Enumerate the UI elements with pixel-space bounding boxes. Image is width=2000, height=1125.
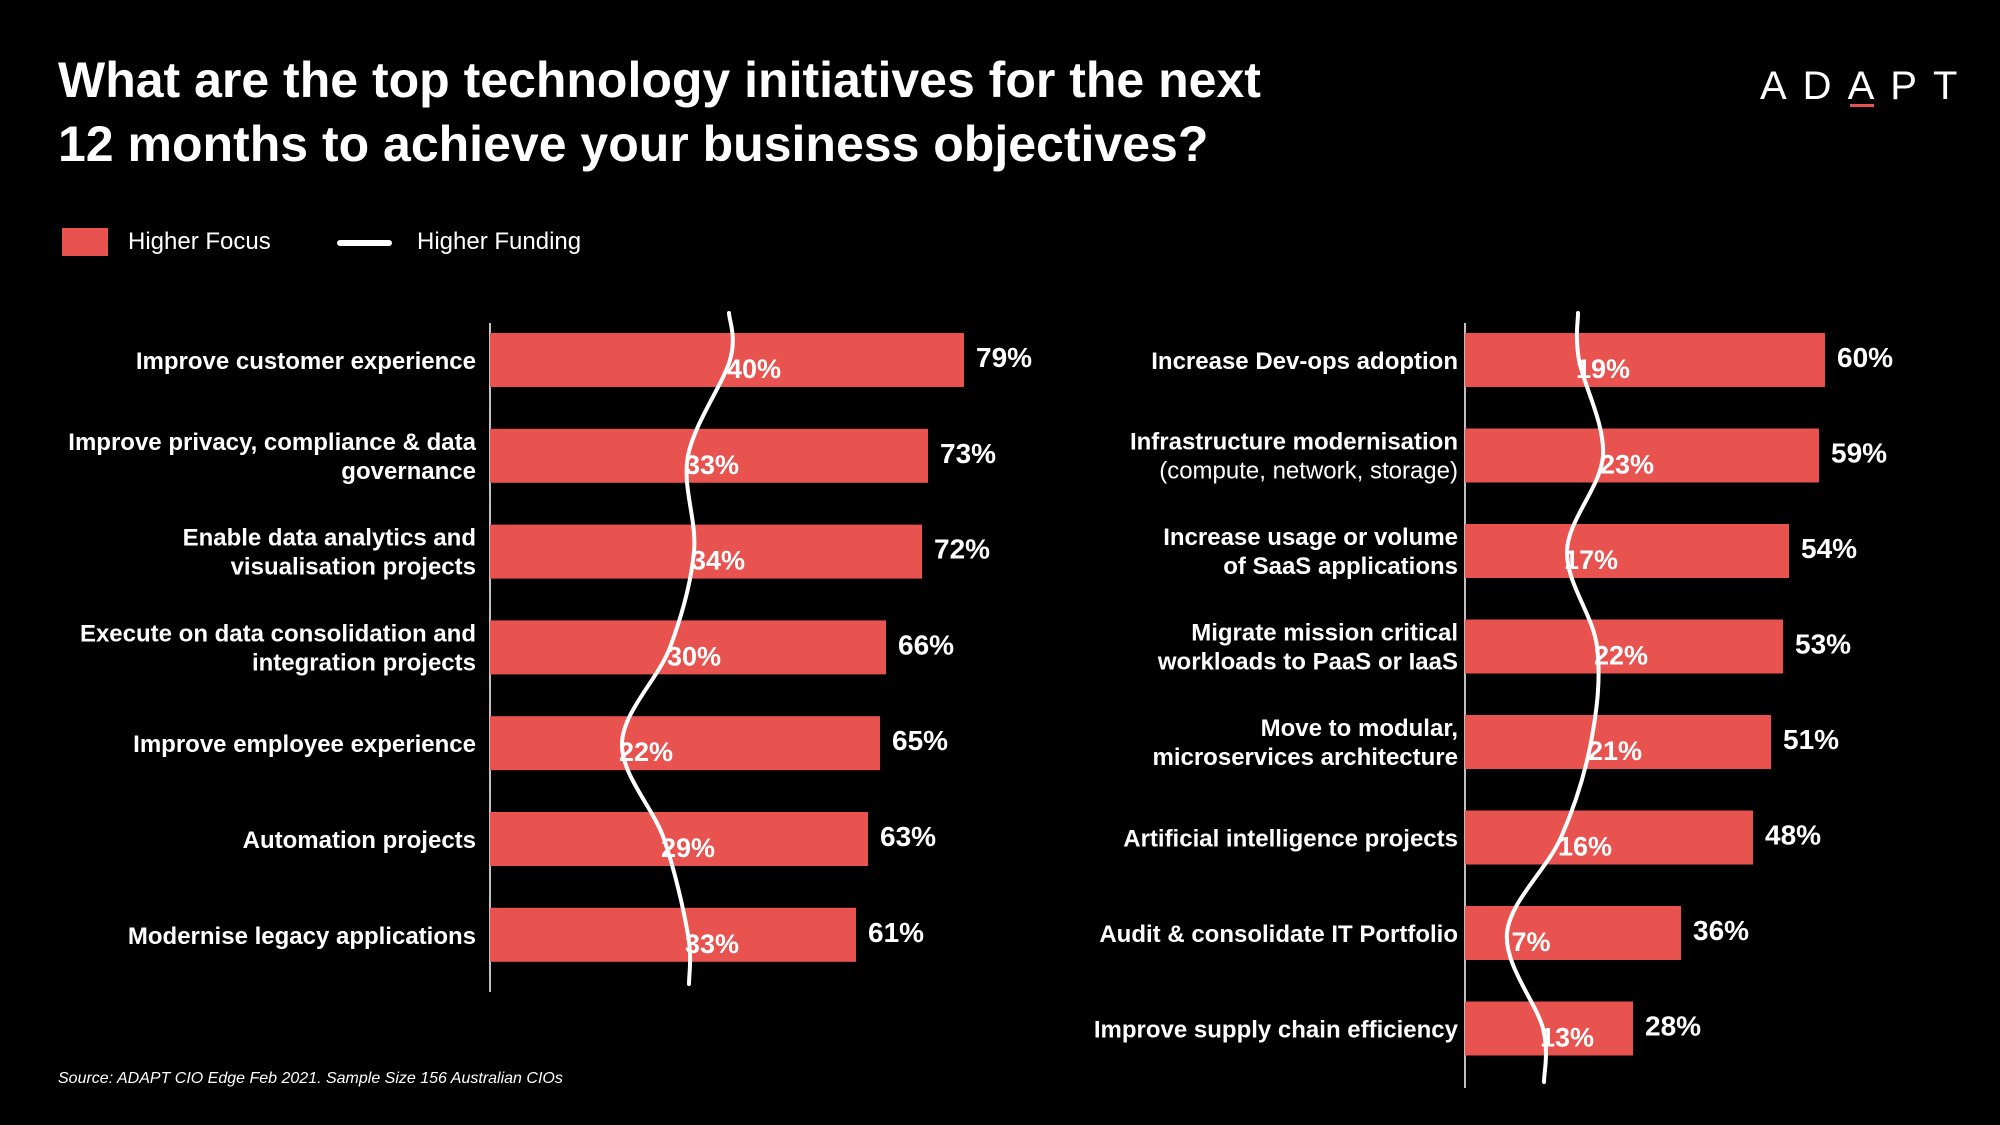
chart-2-funding-label-6: 16% bbox=[1558, 832, 1612, 862]
chart-2-funding-label-5: 21% bbox=[1588, 736, 1642, 766]
chart-2-category-label-6-line-1: Artificial intelligence projects bbox=[1123, 826, 1458, 853]
chart-2-bar-6 bbox=[1465, 810, 1753, 865]
chart-2-bar-7 bbox=[1465, 906, 1681, 960]
chart-1-category-label-2-line-1: Improve privacy, compliance & data bbox=[68, 429, 476, 456]
chart-1-category-label-3-line-1: Enable data analytics and bbox=[183, 525, 476, 552]
chart-2-category-label-4-line-2: workloads to PaaS or IaaS bbox=[1157, 649, 1458, 676]
chart-1-bar-5 bbox=[490, 716, 880, 771]
chart-1-category-label-6-line-1: Automation projects bbox=[243, 827, 476, 854]
chart-2-focus-label-7: 36% bbox=[1693, 915, 1749, 946]
legend-label-focus: Higher Focus bbox=[128, 228, 271, 255]
chart-2-category-label-1-line-1: Increase Dev-ops adoption bbox=[1151, 348, 1458, 375]
chart-1-category-label-4-line-1: Execute on data consolidation and bbox=[80, 620, 476, 647]
chart-2-category-label-5-line-2: microservices architecture bbox=[1152, 744, 1458, 771]
chart-1-category-label-3-line-2: visualisation projects bbox=[231, 554, 476, 581]
chart-2-bar-5 bbox=[1465, 715, 1771, 769]
chart-1-bar-2 bbox=[490, 428, 928, 483]
chart-1-bar-1 bbox=[490, 333, 964, 387]
adapt-logo: ADAPT bbox=[1760, 64, 1974, 108]
chart-2-category-label-2-line-2: (compute, network, storage) bbox=[1159, 458, 1458, 485]
chart-1-focus-label-3: 72% bbox=[934, 534, 990, 565]
chart-1-funding-label-2: 33% bbox=[685, 450, 739, 480]
chart-1-focus-label-2: 73% bbox=[940, 438, 996, 469]
chart-1-bar-3 bbox=[490, 524, 922, 579]
chart-2-bar-8 bbox=[1465, 1001, 1633, 1056]
title-line-1: What are the top technology initiatives … bbox=[58, 52, 1261, 108]
chart-1-category-label-1-line-1: Improve customer experience bbox=[136, 348, 476, 375]
chart-1-funding-line bbox=[619, 311, 735, 986]
chart-1-focus-label-5: 65% bbox=[892, 725, 948, 756]
legend-swatch-funding bbox=[337, 240, 392, 246]
chart-2-funding-label-3: 17% bbox=[1564, 545, 1618, 575]
chart-1-funding-label-1: 40% bbox=[727, 354, 781, 384]
legend-label-funding: Higher Funding bbox=[417, 228, 582, 255]
chart-2-focus-label-1: 60% bbox=[1837, 342, 1893, 373]
chart-1-category-label-4-line-2: integration projects bbox=[252, 649, 476, 676]
chart-1-funding-label-7: 33% bbox=[685, 929, 739, 959]
chart-1-category-label-2-line-2: governance bbox=[341, 458, 476, 485]
chart-2-focus-label-4: 53% bbox=[1795, 629, 1851, 660]
chart-1-funding-label-5: 22% bbox=[619, 737, 673, 767]
chart-2-focus-label-5: 51% bbox=[1783, 724, 1839, 755]
chart-2-category-label-3-line-1: Increase usage or volume bbox=[1163, 524, 1458, 551]
chart-2-category-label-7-line-1: Audit & consolidate IT Portfolio bbox=[1099, 921, 1458, 948]
legend-item-focus: Higher Focus bbox=[62, 222, 271, 262]
chart-2-category-label-4-line-1: Migrate mission critical bbox=[1191, 620, 1458, 647]
chart-2-category-label-2-line-1: Infrastructure modernisation bbox=[1130, 429, 1458, 456]
chart-1-focus-label-6: 63% bbox=[880, 821, 936, 852]
chart-2-funding-label-8: 13% bbox=[1540, 1023, 1594, 1053]
chart-1-funding-label-6: 29% bbox=[661, 833, 715, 863]
chart-2-focus-label-3: 54% bbox=[1801, 533, 1857, 564]
chart-1-funding-label-4: 30% bbox=[667, 641, 721, 671]
chart-1-bar-7 bbox=[490, 907, 856, 962]
chart-2-focus-label-6: 48% bbox=[1765, 820, 1821, 851]
chart-2-funding-label-4: 22% bbox=[1594, 641, 1648, 671]
chart-2-category-label-5-line-1: Move to modular, bbox=[1261, 715, 1458, 742]
legend-swatch-focus bbox=[62, 228, 108, 256]
chart-1-category-label-5-line-1: Improve employee experience bbox=[133, 731, 476, 758]
chart-1-focus-label-4: 66% bbox=[898, 629, 954, 660]
chart-2-funding-label-1: 19% bbox=[1576, 354, 1630, 384]
chart-2-category-label-3-line-2: of SaaS applications bbox=[1223, 553, 1458, 580]
title-line-2: 12 months to achieve your business objec… bbox=[58, 116, 1209, 172]
chart-2-funding-label-7: 7% bbox=[1511, 927, 1550, 957]
chart-2-focus-label-8: 28% bbox=[1645, 1011, 1701, 1042]
chart-1-focus-label-7: 61% bbox=[868, 917, 924, 948]
chart-1-funding-label-3: 34% bbox=[691, 546, 745, 576]
chart-1-category-label-7-line-1: Modernise legacy applications bbox=[128, 923, 476, 950]
source-note: Source: ADAPT CIO Edge Feb 2021. Sample … bbox=[58, 1070, 563, 1087]
chart-2-funding-line bbox=[1504, 311, 1606, 1084]
chart-1-bar-6 bbox=[490, 812, 868, 866]
chart-2-funding-label-2: 23% bbox=[1600, 450, 1654, 480]
chart-2-bar-3 bbox=[1465, 524, 1789, 578]
chart-2-bar-4 bbox=[1465, 619, 1783, 674]
chart-2-bar-2 bbox=[1465, 428, 1819, 483]
chart-2-category-label-8-line-1: Improve supply chain efficiency bbox=[1094, 1017, 1459, 1044]
chart-1-focus-label-1: 79% bbox=[976, 342, 1032, 373]
chart-2-focus-label-2: 59% bbox=[1831, 438, 1887, 469]
legend-item-funding: Higher Funding bbox=[337, 222, 581, 262]
chart-2-bar-1 bbox=[1465, 333, 1825, 387]
chart-1-bar-4 bbox=[490, 620, 886, 675]
chart-title: What are the top technology initiatives … bbox=[58, 48, 1358, 176]
